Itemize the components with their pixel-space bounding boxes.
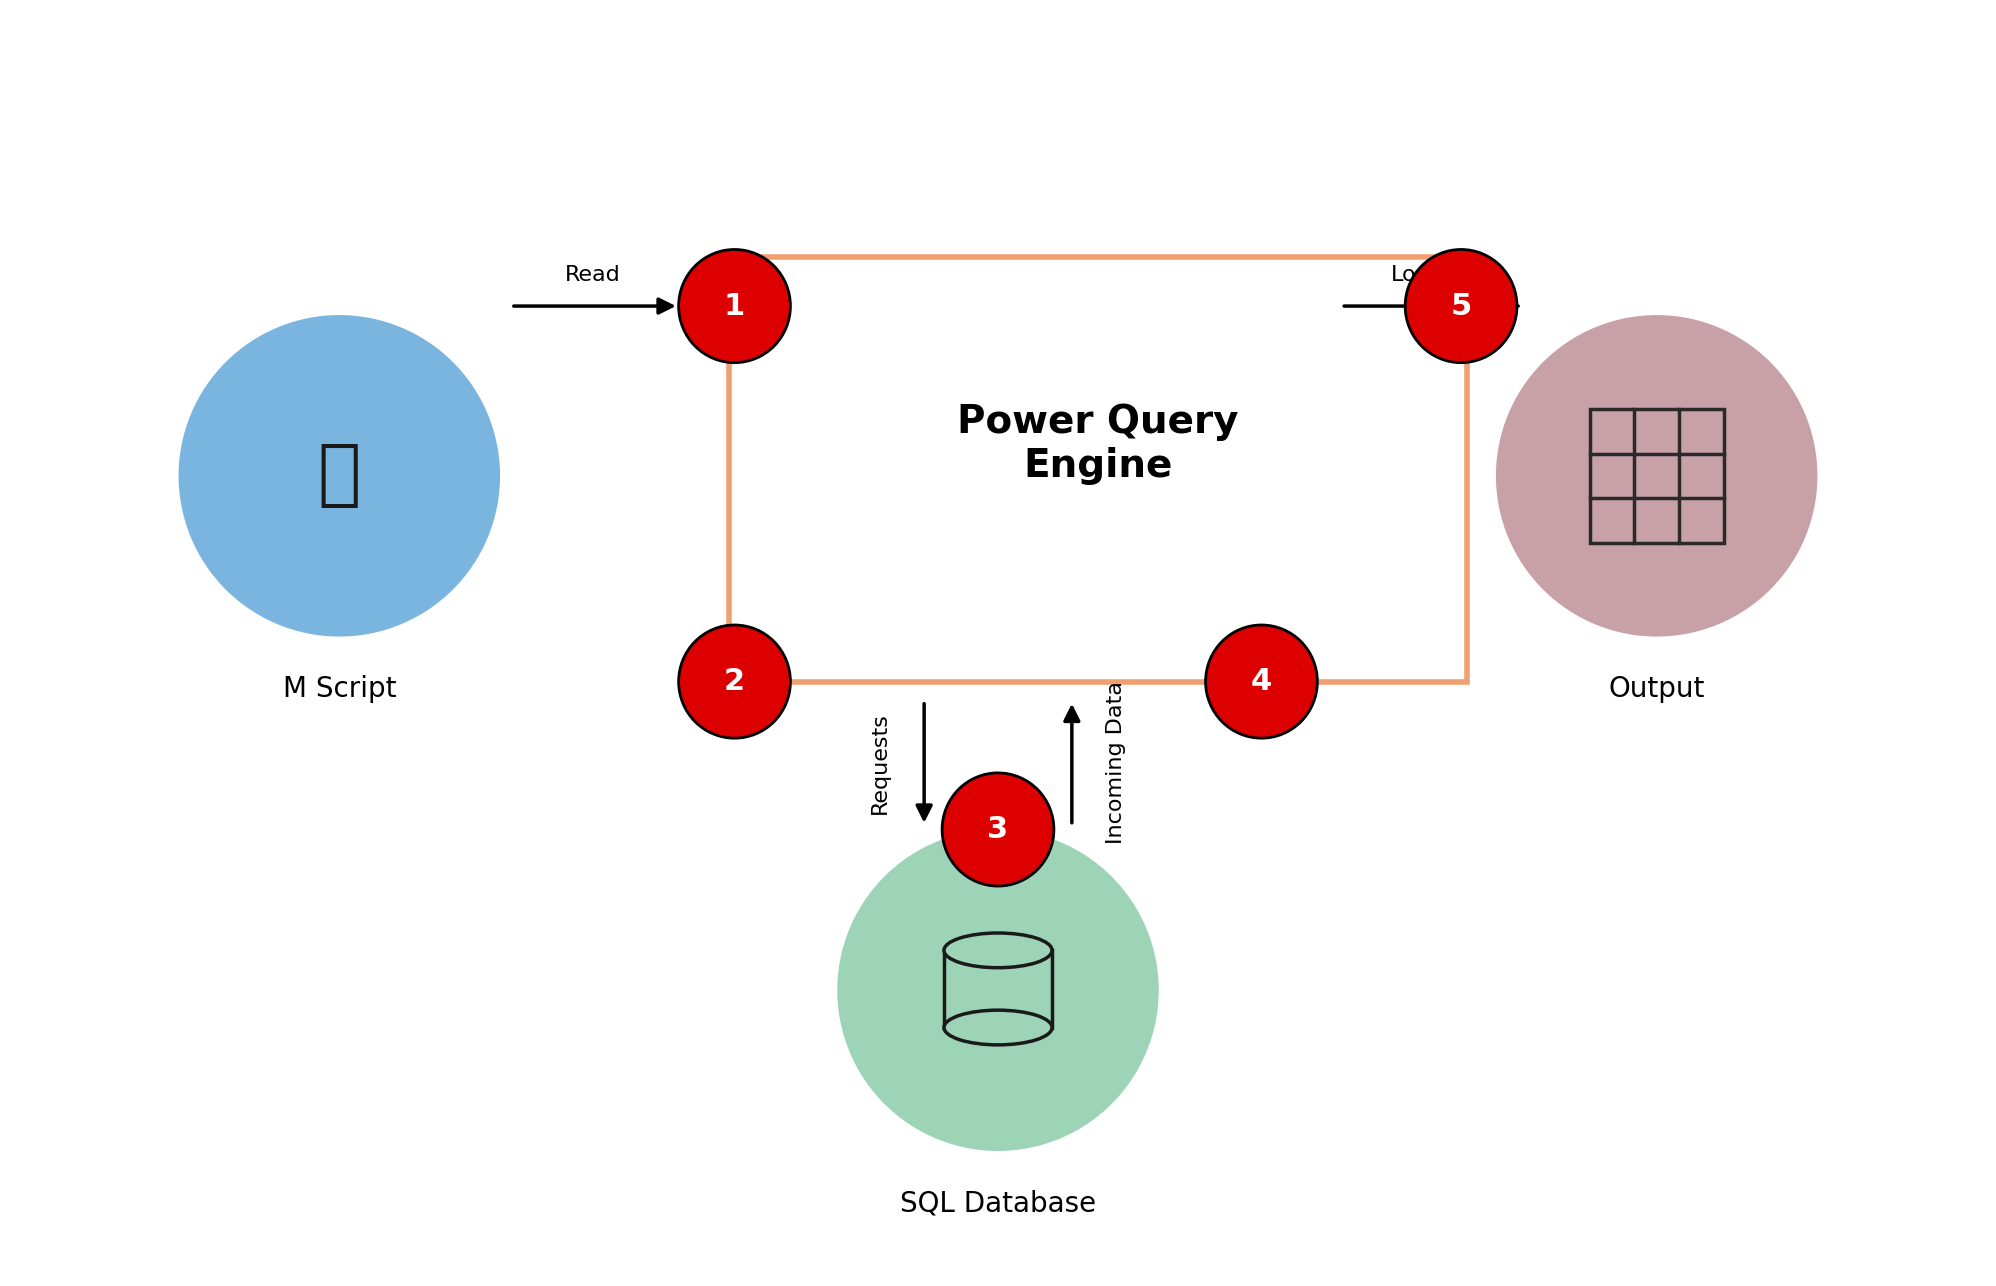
Text: M Script: M Script xyxy=(283,675,395,703)
Ellipse shape xyxy=(178,315,501,637)
Text: SQL Database: SQL Database xyxy=(900,1190,1096,1218)
Ellipse shape xyxy=(1405,249,1517,363)
Text: 2: 2 xyxy=(725,667,745,696)
Text: Requests: Requests xyxy=(870,711,890,814)
Bar xyxy=(944,950,1052,1028)
Text: Load: Load xyxy=(1391,265,1443,285)
Ellipse shape xyxy=(944,1011,1052,1044)
Ellipse shape xyxy=(836,829,1160,1151)
Bar xyxy=(729,257,1467,682)
Text: Read: Read xyxy=(565,265,621,285)
Ellipse shape xyxy=(1206,625,1317,738)
Ellipse shape xyxy=(679,625,790,738)
Text: Power Query
Engine: Power Query Engine xyxy=(956,403,1240,485)
Ellipse shape xyxy=(679,249,790,363)
Text: 3: 3 xyxy=(988,815,1008,844)
Text: 4: 4 xyxy=(1251,667,1271,696)
Ellipse shape xyxy=(942,773,1054,886)
Text: Output: Output xyxy=(1609,675,1705,703)
Ellipse shape xyxy=(1495,315,1818,637)
Text: 5: 5 xyxy=(1451,292,1471,320)
Text: 📜: 📜 xyxy=(317,441,361,511)
Bar xyxy=(1589,409,1725,543)
Text: Incoming Data: Incoming Data xyxy=(1106,682,1126,844)
Ellipse shape xyxy=(944,934,1052,967)
Text: 1: 1 xyxy=(725,292,745,320)
